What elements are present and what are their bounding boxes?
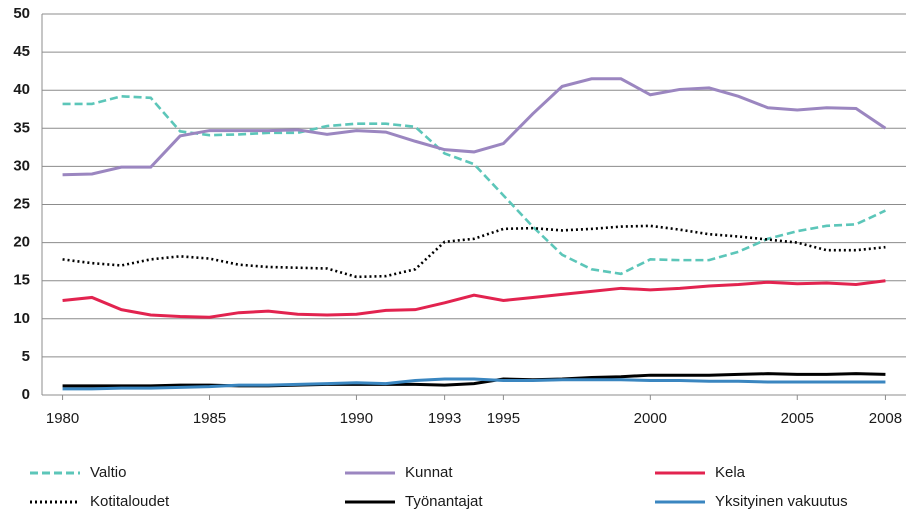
series-line bbox=[62, 94, 886, 276]
y-tick-label: 50 bbox=[13, 5, 30, 22]
x-tick-label: 1995 bbox=[487, 410, 520, 427]
x-tick-label: 1985 bbox=[193, 410, 226, 427]
x-tick-label: 1993 bbox=[428, 410, 461, 427]
series-line bbox=[62, 279, 886, 319]
x-tick-label: 1990 bbox=[340, 410, 373, 427]
x-tick-label: 2000 bbox=[634, 410, 667, 427]
legend-label: Työnantajat bbox=[405, 493, 483, 510]
y-tick-label: 25 bbox=[13, 195, 30, 212]
legend-label: Kunnat bbox=[405, 464, 453, 481]
x-tick-label: 2008 bbox=[869, 410, 902, 427]
y-tick-label: 5 bbox=[22, 348, 30, 365]
series-line bbox=[62, 77, 887, 177]
series-line bbox=[62, 224, 886, 279]
legend-label: Kela bbox=[715, 464, 746, 481]
y-tick-label: 15 bbox=[13, 272, 30, 289]
legend-label: Kotitaloudet bbox=[90, 493, 170, 510]
y-tick-label: 40 bbox=[13, 81, 30, 98]
series-line bbox=[62, 372, 886, 388]
x-tick-label: 2005 bbox=[781, 410, 814, 427]
y-tick-label: 10 bbox=[13, 310, 30, 327]
y-tick-label: 45 bbox=[13, 43, 30, 60]
y-tick-label: 30 bbox=[13, 157, 30, 174]
y-tick-label: 20 bbox=[13, 234, 30, 251]
x-tick-label: 1980 bbox=[46, 410, 79, 427]
legend-label: Yksityinen vakuutus bbox=[715, 493, 848, 510]
series-line bbox=[62, 377, 886, 391]
legend-label: Valtio bbox=[90, 464, 126, 481]
y-tick-label: 0 bbox=[22, 386, 30, 403]
y-tick-label: 35 bbox=[13, 119, 30, 136]
